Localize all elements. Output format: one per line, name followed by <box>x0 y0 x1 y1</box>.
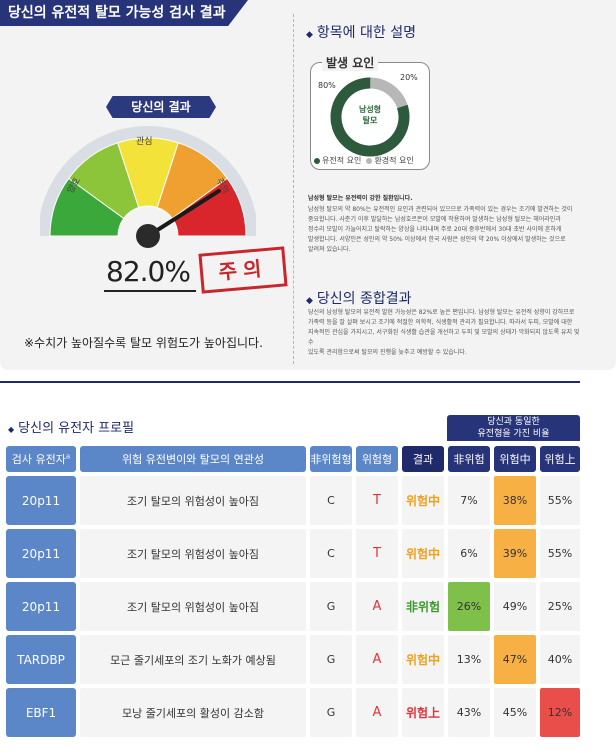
pct-left: 80% <box>318 81 336 90</box>
table-row: 20p11 조기 탈모의 위험성이 높아짐 C T 위험中 6% 39% 55% <box>6 529 580 578</box>
gene-cell: 20p11 <box>6 582 76 631</box>
table-row: 20p11 조기 탈모의 위험성이 높아짐 G A 非위험 26% 49% 25% <box>6 582 580 631</box>
col-risk: 위험형 <box>356 446 398 472</box>
result-cell: 위험中 <box>402 529 444 578</box>
vertical-divider <box>293 14 294 364</box>
nonrisk-cell: C <box>310 529 352 578</box>
legend-dot-env <box>366 157 373 164</box>
explain-heading: ◆ 항목에 대한 설명 <box>306 25 416 41</box>
result-cell: 위험上 <box>402 688 444 737</box>
desc-cell: 조기 탈모의 위험성이 높아짐 <box>80 529 306 578</box>
risk-cell: T <box>356 476 398 525</box>
nonrisk-cell: G <box>310 688 352 737</box>
table-row: EBF1 모낭 줄기세포의 활성이 감소함 G A 위험上 43% 45% 12% <box>6 688 580 737</box>
col-p-non: 非위험 <box>448 446 490 472</box>
nonrisk-cell: G <box>310 582 352 631</box>
gene-cell: 20p11 <box>6 529 76 578</box>
explain-para-title: 남성형 탈모는 유전력이 강한 질환입니다. <box>308 195 413 202</box>
table-row: TARDBP 모근 줄기세포의 조기 노화가 예상됨 G A 위험中 13% 47% 40% <box>6 635 580 684</box>
donut-center-1: 남성형 <box>359 104 381 114</box>
p-mid-cell: 38% <box>494 476 536 525</box>
p-mid-cell: 39% <box>494 529 536 578</box>
desc-cell: 조기 탈모의 위험성이 높아짐 <box>80 476 306 525</box>
p-high-cell: 25% <box>540 582 580 631</box>
result-cell: 위험中 <box>402 635 444 684</box>
p-non-cell: 6% <box>448 529 490 578</box>
desc-cell: 모낭 줄기세포의 활성이 감소함 <box>80 688 306 737</box>
result-cell: 非위험 <box>402 582 444 631</box>
p-non-cell: 13% <box>448 635 490 684</box>
p-mid-cell: 47% <box>494 635 536 684</box>
col-p-mid: 위험中 <box>494 446 536 472</box>
summary-paragraph: 당신의 남성형 탈모의 유전적 발현 가능성은 82%로 높은 편입니다. 남성… <box>308 309 580 356</box>
p-mid-cell: 45% <box>494 688 536 737</box>
result-percent: 82.0% <box>106 255 191 288</box>
diamond-icon: ◆ <box>306 296 313 306</box>
gauge-needle <box>136 188 221 248</box>
p-non-cell: 26% <box>448 582 490 631</box>
explain-paragraph: 남성형 탈모의 약 80%는 유전적인 요인과 관련되어 있으므로 가족력이 있… <box>308 206 573 253</box>
col-p-high: 위험上 <box>540 446 580 472</box>
gene-cell: EBF1 <box>6 688 76 737</box>
desc-cell: 모근 줄기세포의 조기 노화가 예상됨 <box>80 635 306 684</box>
p-non-cell: 43% <box>448 688 490 737</box>
risk-cell: A <box>356 582 398 631</box>
caution-stamp: 주의 <box>198 246 288 294</box>
gene-profile-table: 검사 유전자a 위험 유전변이와 탈모의 연관성 非위험형 위험형 결과 非위험… <box>2 442 584 741</box>
risk-cell: A <box>356 688 398 737</box>
summary-heading: ◆ 당신의 종합결과 <box>306 291 412 307</box>
col-desc: 위험 유전변이와 탈모의 연관성 <box>80 446 306 472</box>
donut-center-2: 탈모 <box>363 115 378 125</box>
donut-legend: 유전적 요인 환경적 요인 <box>314 155 414 166</box>
risk-cell: A <box>356 635 398 684</box>
page-title: 당신의 유전적 탈모 가능성 검사 결과 <box>0 0 248 26</box>
needle-hub <box>136 224 160 248</box>
gauge-label-mid: 관심 <box>136 136 153 147</box>
p-high-cell: 40% <box>540 635 580 684</box>
pct-right: 20% <box>400 73 418 82</box>
risk-cell: T <box>356 529 398 578</box>
note-text: ※수치가 높아질수록 탈모 위험도가 높아집니다. <box>24 336 263 350</box>
gauge-segment <box>171 177 247 237</box>
risk-gauge: 양호 관심 주의 <box>40 126 256 248</box>
result-badge: 당신의 결과 <box>106 96 216 118</box>
percent-underline <box>104 290 196 292</box>
same-genotype-header: 당신과 동일한 유전형을 가진 비율 <box>447 415 580 441</box>
gene-cell: 20p11 <box>6 476 76 525</box>
nonrisk-cell: C <box>310 476 352 525</box>
col-gene: 검사 유전자a <box>6 446 76 472</box>
col-result: 결과 <box>402 446 444 472</box>
legend-dot-genetic <box>314 157 320 164</box>
p-non-cell: 7% <box>448 476 490 525</box>
gene-cell: TARDBP <box>6 635 76 684</box>
nonrisk-cell: G <box>310 635 352 684</box>
profile-title: ◆ 당신의 유전자 프로필 <box>8 421 135 436</box>
table-row: 20p11 조기 탈모의 위험성이 높아짐 C T 위험中 7% 38% 55% <box>6 476 580 525</box>
col-nonrisk: 非위험형 <box>310 446 352 472</box>
factor-donut: 남성형 탈모 80% 20% <box>318 73 418 157</box>
result-cell: 위험中 <box>402 476 444 525</box>
diamond-icon: ◆ <box>306 30 313 40</box>
needle-line <box>146 188 221 238</box>
p-mid-cell: 49% <box>494 582 536 631</box>
desc-cell: 조기 탈모의 위험성이 높아짐 <box>80 582 306 631</box>
p-high-cell: 55% <box>540 476 580 525</box>
p-high-cell: 12% <box>540 688 580 737</box>
p-high-cell: 55% <box>540 529 580 578</box>
donut-title: 발생 요인 <box>322 54 379 71</box>
diamond-icon: ◆ <box>8 425 15 434</box>
section-divider <box>0 381 580 383</box>
